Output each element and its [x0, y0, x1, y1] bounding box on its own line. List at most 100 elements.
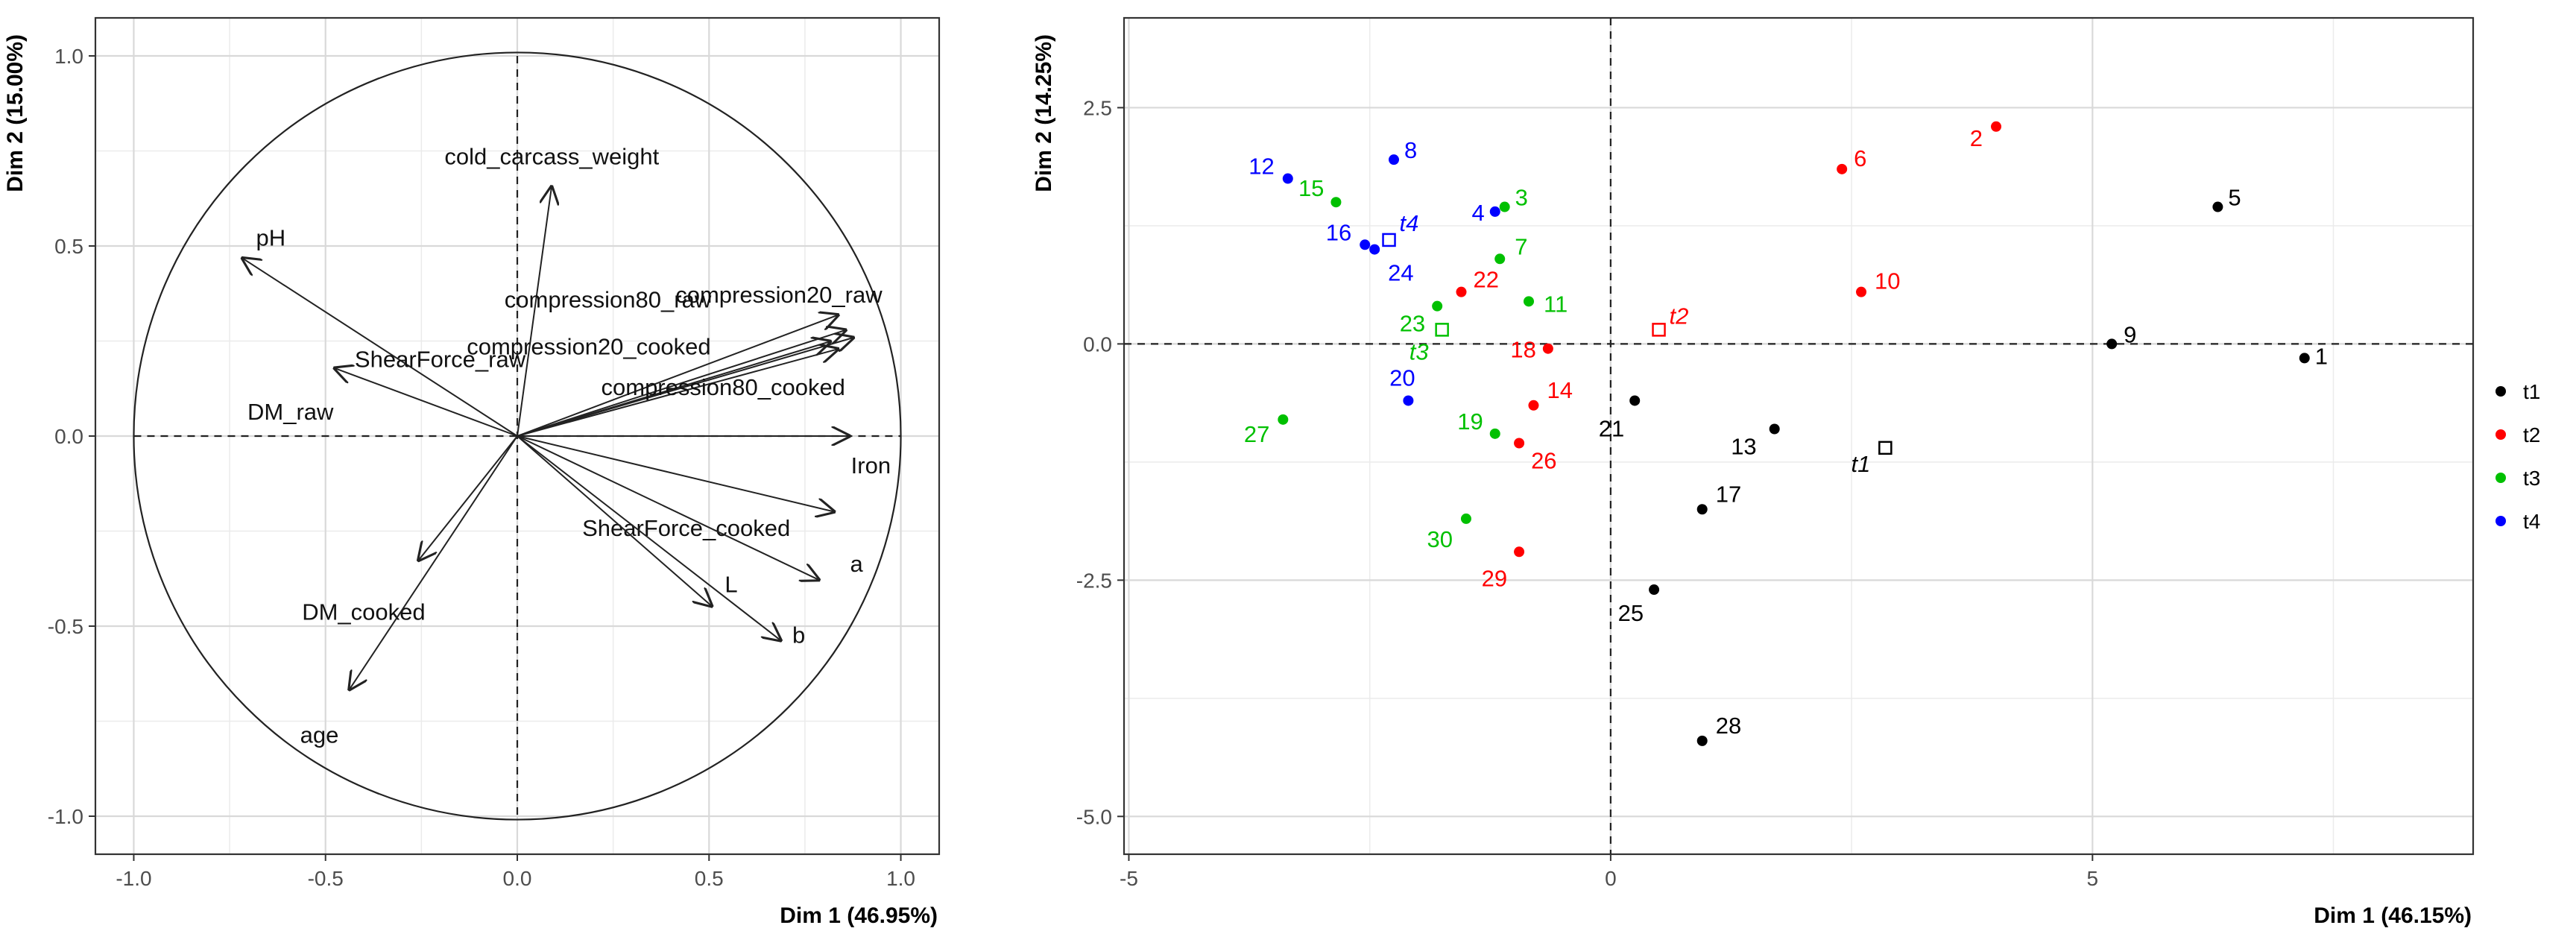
centroid-t3: [1435, 323, 1449, 337]
point-label-19: 19: [1457, 408, 1483, 435]
point-30: [1460, 513, 1471, 524]
point-20: [1403, 395, 1414, 406]
point-4: [1489, 206, 1500, 217]
point-29: [1514, 546, 1525, 558]
point-17: [1696, 504, 1708, 515]
arrow-shearforce-raw: [517, 341, 832, 437]
legend-key-t2: [2496, 429, 2506, 440]
point-label-8: 8: [1404, 137, 1417, 163]
var-y-tick-label: 0.0: [54, 425, 83, 448]
point-11: [1524, 296, 1534, 307]
arrow-label-iron: Iron: [851, 452, 891, 479]
ind-y-tick-label: -5.0: [1076, 805, 1112, 828]
arrow-b: [517, 435, 782, 641]
point-5: [2212, 201, 2223, 212]
point-label-20: 20: [1389, 364, 1415, 391]
ind-y-axis-title: Dim 2 (14.25%): [1032, 34, 1056, 192]
point-label-4: 4: [1472, 200, 1485, 226]
point-19: [1489, 428, 1500, 439]
arrow-compression20-raw: [517, 315, 839, 437]
arrow-label-shearforce-cooked: ShearForce_cooked: [582, 515, 790, 541]
ind-x-tick-label: -5: [1120, 867, 1138, 890]
var-y-tick-label: 0.5: [54, 235, 83, 258]
legend-label-t2: t2: [2523, 423, 2540, 446]
arrow-age: [349, 435, 518, 691]
var-y-tick-label: -1.0: [48, 805, 83, 828]
arrow-label-cold-carcass-weight: cold_carcass_weight: [444, 143, 659, 169]
ind-x-tick-label: 0: [1605, 867, 1617, 890]
var-y-tick-label: 1.0: [54, 45, 83, 68]
point-label-26: 26: [1531, 448, 1556, 474]
point-label-25: 25: [1618, 600, 1644, 626]
arrow-compression20-cooked: [517, 349, 839, 437]
arrow-label-l: L: [724, 572, 737, 598]
arrow-ph: [242, 257, 518, 437]
point-label-1: 1: [2315, 343, 2328, 369]
legend-label-t1: t1: [2523, 380, 2540, 403]
var-x-axis-title: Dim 1 (46.95%): [780, 903, 938, 927]
point-15: [1330, 197, 1342, 208]
point-12: [1282, 173, 1293, 184]
point-label-5: 5: [2228, 185, 2241, 211]
point-26: [1514, 438, 1525, 449]
point-label-10: 10: [1875, 268, 1900, 294]
point-23: [1432, 300, 1443, 312]
legend-key-t4: [2496, 516, 2506, 526]
point-1: [2299, 353, 2310, 364]
arrow-dm-raw: [333, 367, 518, 437]
arrow-shearforce-cooked: [517, 435, 836, 512]
arrow-label-shearforce-raw: ShearForce_raw: [355, 347, 526, 373]
centroid-label-t2: t2: [1670, 303, 1689, 329]
arrow-label-compression80-raw: compression80_raw: [505, 286, 712, 312]
point-label-15: 15: [1298, 175, 1324, 201]
centroid-t2: [1652, 323, 1666, 337]
point-10: [1856, 286, 1867, 297]
point-7: [1494, 253, 1506, 265]
individuals-factor-map: -5 0 5 -5.0 -2.5 0.0 2.5 Dim 1 (46.15%) Dim 2 (1…: [1032, 16, 2540, 928]
ind-y-tick-label: -2.5: [1076, 569, 1112, 592]
ind-x-tick-label: 5: [2087, 867, 2099, 890]
arrow-label-compression20-raw: compression20_raw: [675, 282, 883, 308]
point-label-2: 2: [1970, 125, 1983, 151]
point-label-17: 17: [1716, 481, 1741, 507]
point-label-6: 6: [1854, 145, 1866, 171]
point-24: [1369, 244, 1380, 255]
legend-label-t3: t3: [2523, 467, 2540, 490]
ind-plot-background: [1124, 18, 2473, 854]
point-6: [1837, 163, 1848, 174]
point-label-28: 28: [1716, 713, 1741, 739]
arrow-label-dm-cooked: DM_cooked: [302, 599, 425, 625]
arrow-l: [517, 435, 713, 607]
arrow-label-dm-raw: DM_raw: [247, 399, 334, 425]
centroid-label-t1: t1: [1851, 451, 1870, 477]
point-label-11: 11: [1544, 291, 1568, 317]
legend-key-t1: [2496, 386, 2506, 397]
point-8: [1389, 154, 1399, 165]
point-22: [1456, 286, 1467, 297]
legend-key-t3: [2496, 473, 2506, 483]
point-16: [1360, 239, 1371, 250]
point-label-3: 3: [1515, 185, 1528, 211]
legend-label-t4: t4: [2523, 510, 2540, 533]
point-label-9: 9: [2124, 321, 2136, 347]
point-label-18: 18: [1510, 337, 1535, 363]
centroid-label-t3: t3: [1409, 338, 1429, 364]
point-label-16: 16: [1326, 219, 1351, 245]
var-y-axis-title: Dim 2 (15.00%): [3, 34, 28, 192]
point-label-27: 27: [1244, 421, 1269, 447]
point-25: [1649, 584, 1660, 596]
point-3: [1499, 201, 1510, 212]
centroid-t1: [1878, 441, 1892, 455]
point-13: [1769, 423, 1780, 435]
point-label-12: 12: [1248, 154, 1274, 180]
var-x-tick-label: 0.5: [695, 867, 724, 890]
point-label-13: 13: [1731, 433, 1756, 459]
point-label-14: 14: [1547, 377, 1572, 403]
arrow-label-age: age: [300, 722, 339, 748]
arrow-compression80-cooked: [517, 329, 847, 437]
arrow-label-b: b: [792, 622, 805, 648]
point-label-21: 21: [1599, 415, 1624, 441]
arrow-label-compression80-cooked: compression80_cooked: [602, 374, 845, 400]
